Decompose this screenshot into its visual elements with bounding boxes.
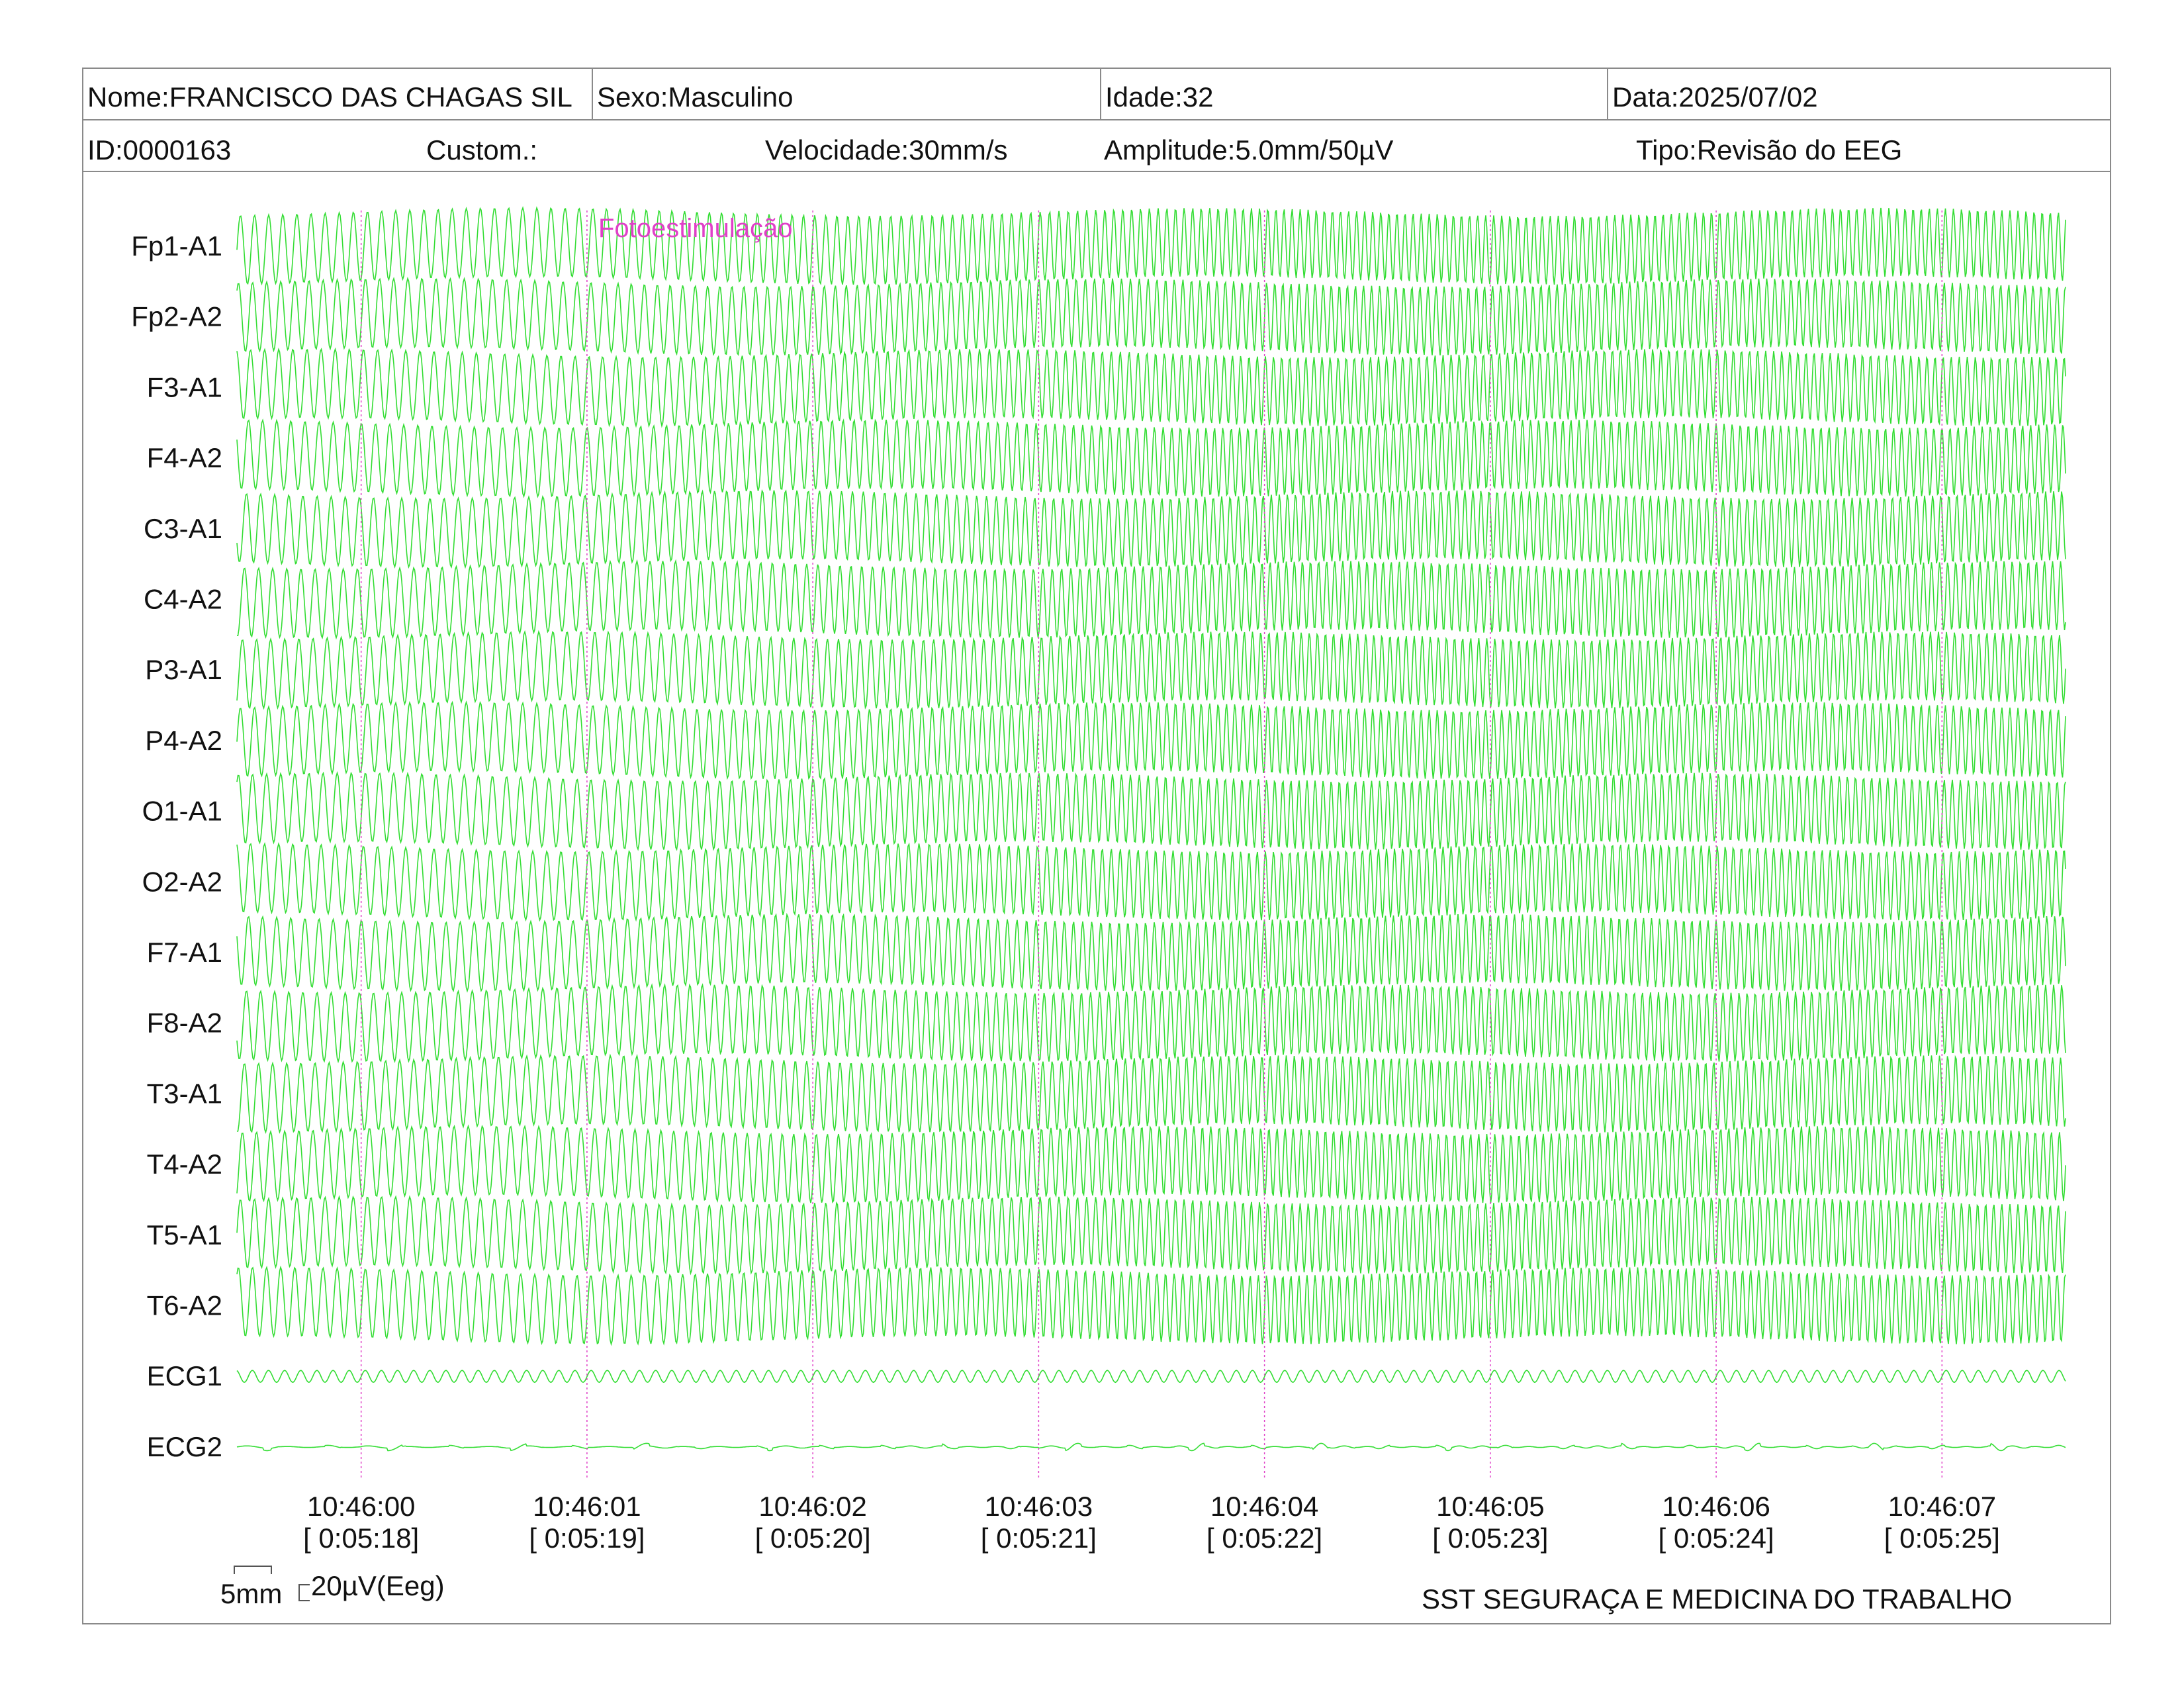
time-tick-elapsed: [ 0:05:24] bbox=[1659, 1523, 1774, 1554]
eeg-trace bbox=[236, 983, 2066, 1064]
patient-sex: Sexo:Masculino bbox=[592, 69, 1100, 119]
eeg-trace bbox=[236, 1124, 2066, 1204]
eeg-trace bbox=[236, 841, 2066, 922]
eeg-traces bbox=[236, 206, 2066, 1452]
channel-label: F7-A1 bbox=[147, 937, 222, 968]
eeg-trace bbox=[236, 418, 2066, 498]
channel-label: T5-A1 bbox=[147, 1219, 222, 1250]
channel-label: O1-A1 bbox=[142, 796, 222, 827]
eeg-trace bbox=[236, 1053, 2066, 1134]
header-row-exam: ID:0000163 Custom.: Velocidade:30mm/s Am… bbox=[83, 120, 2110, 172]
eeg-trace bbox=[236, 277, 2066, 356]
speed-setting: Velocidade:30mm/s bbox=[765, 134, 1008, 165]
amplitude-scale-bracket bbox=[298, 1584, 310, 1601]
eeg-trace bbox=[236, 700, 2066, 780]
time-tick-clock: 10:46:06 bbox=[1662, 1491, 1770, 1522]
amplitude-setting: Amplitude:5.0mm/50µV bbox=[1104, 134, 1394, 165]
channel-label: P3-A1 bbox=[145, 654, 222, 685]
time-tick-elapsed: [ 0:05:19] bbox=[529, 1523, 645, 1554]
time-tick-elapsed: [ 0:05:25] bbox=[1884, 1523, 2000, 1554]
eeg-trace bbox=[236, 1370, 2066, 1383]
channel-label: Fp1-A1 bbox=[131, 230, 222, 261]
channel-label: ECG2 bbox=[147, 1431, 222, 1462]
channel-label: P4-A2 bbox=[145, 725, 222, 756]
amplitude-scale-label: 20µV(Eeg) bbox=[311, 1570, 445, 1601]
eeg-trace bbox=[236, 559, 2066, 640]
patient-name: Nome:FRANCISCO DAS CHAGAS SIL bbox=[87, 81, 572, 113]
exam-date: Data:2025/07/02 bbox=[1607, 69, 2111, 119]
eeg-trace bbox=[236, 1442, 2066, 1452]
channel-label: O2-A2 bbox=[142, 866, 222, 897]
time-scale-bracket bbox=[234, 1566, 272, 1574]
channel-label: Fp2-A2 bbox=[131, 301, 222, 332]
time-markers: Fotoestimulação bbox=[360, 211, 1943, 1479]
time-tick-clock: 10:46:04 bbox=[1210, 1491, 1319, 1522]
channel-label: ECG1 bbox=[147, 1360, 222, 1391]
header-row-patient: Nome:FRANCISCO DAS CHAGAS SIL Sexo:Mascu… bbox=[83, 69, 2110, 120]
channel-label: F4-A2 bbox=[147, 442, 222, 473]
time-axis-labels: 10:46:00[ 0:05:18] 10:46:01[ 0:05:19] 10:4… bbox=[303, 1491, 2000, 1554]
eeg-trace bbox=[236, 347, 2066, 428]
channel-label: C4-A2 bbox=[144, 584, 222, 615]
eeg-trace bbox=[236, 771, 2066, 851]
eeg-trace bbox=[236, 1265, 2066, 1346]
report-frame: Nome:FRANCISCO DAS CHAGAS SIL Sexo:Mascu… bbox=[82, 68, 2111, 1624]
time-tick-elapsed: [ 0:05:20] bbox=[755, 1523, 871, 1554]
patient-age: Idade:32 bbox=[1100, 69, 1607, 119]
scale-bar: 5mm 20µV(Eeg) bbox=[220, 1566, 445, 1609]
patient-id: ID:0000163 bbox=[87, 134, 232, 165]
time-tick-clock: 10:46:07 bbox=[1888, 1491, 1997, 1522]
exam-type: Tipo:Revisão do EEG bbox=[1636, 134, 1903, 165]
eeg-trace bbox=[236, 912, 2066, 993]
time-tick-clock: 10:46:05 bbox=[1436, 1491, 1545, 1522]
channel-label: T3-A1 bbox=[147, 1078, 222, 1109]
time-tick-elapsed: [ 0:05:18] bbox=[303, 1523, 419, 1554]
time-tick-clock: 10:46:02 bbox=[758, 1491, 867, 1522]
channel-label: T4-A2 bbox=[147, 1149, 222, 1180]
eeg-trace bbox=[236, 630, 2066, 710]
channel-label: T6-A2 bbox=[147, 1290, 222, 1321]
time-tick-elapsed: [ 0:05:23] bbox=[1432, 1523, 1548, 1554]
channel-label: F8-A2 bbox=[147, 1008, 222, 1039]
custom-field: Custom.: bbox=[426, 134, 538, 165]
time-scale-label: 5mm bbox=[220, 1578, 282, 1609]
clinic-name: SST SEGURAÇA E MEDICINA DO TRABALHO bbox=[1422, 1583, 2012, 1615]
time-tick-clock: 10:46:03 bbox=[985, 1491, 1093, 1522]
eeg-trace bbox=[236, 1195, 2066, 1276]
time-tick-elapsed: [ 0:05:22] bbox=[1206, 1523, 1322, 1554]
channel-label: C3-A1 bbox=[144, 513, 222, 544]
time-tick-elapsed: [ 0:05:21] bbox=[981, 1523, 1097, 1554]
time-tick-clock: 10:46:00 bbox=[307, 1491, 416, 1522]
time-tick-clock: 10:46:01 bbox=[533, 1491, 641, 1522]
channel-labels: Fp1-A1 Fp2-A2 F3-A1 F4-A2 C3-A1 C4-A2 P3-A1 P4-… bbox=[131, 230, 222, 1462]
eeg-trace bbox=[236, 206, 2066, 286]
photostimulation-annotation: Fotoestimulação bbox=[598, 214, 792, 243]
channel-label: F3-A1 bbox=[147, 371, 222, 402]
eeg-trace bbox=[236, 489, 2066, 569]
